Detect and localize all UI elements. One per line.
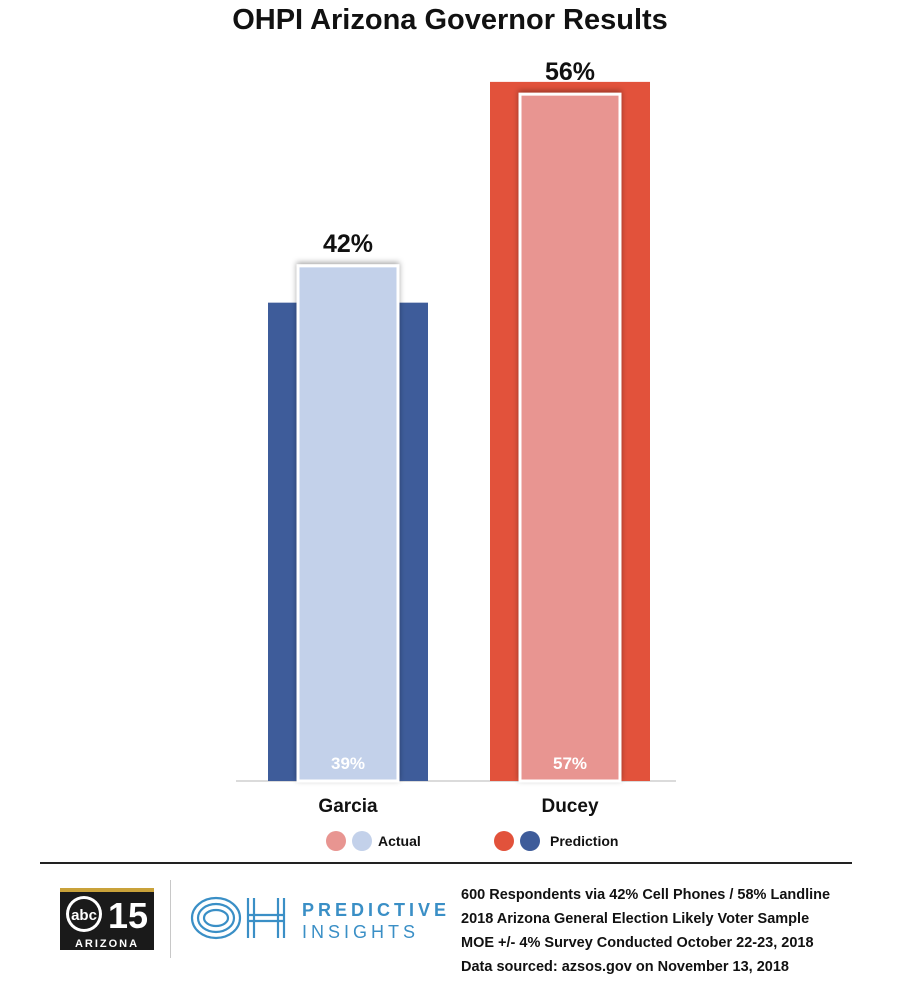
bar-actual-ducey	[518, 92, 622, 783]
data-label-actual-ducey: 56%	[545, 58, 595, 86]
note-line: 600 Respondents via 42% Cell Phones / 58…	[461, 887, 831, 903]
predictive-insights-logo-mark	[190, 896, 286, 940]
category-label-ducey: Ducey	[541, 796, 598, 817]
legend-prediction: Prediction	[494, 830, 618, 852]
abc-logo-number: 15	[108, 895, 148, 936]
chart-title: OHPI Arizona Governor Results	[232, 4, 668, 36]
legend-prediction-label: Prediction	[550, 833, 619, 849]
legend-prediction-dot-red	[494, 831, 514, 851]
abc-logo-text: abc	[71, 907, 97, 924]
legend-actual: Actual	[326, 830, 421, 852]
legend-actual-dot-blue	[352, 831, 372, 851]
note-line: MOE +/- 4% Survey Conducted October 22-2…	[461, 935, 814, 951]
data-label-prediction-garcia: 39%	[331, 754, 365, 773]
footer-divider	[40, 862, 852, 864]
survey-notes: 600 Respondents via 42% Cell Phones / 58…	[461, 883, 830, 979]
predictive-insights-wordmark: PREDICTIVE INSIGHTS	[302, 899, 450, 943]
abc15-arizona-logo: abc 15 ARIZONA	[60, 888, 154, 950]
abc-logo-region: ARIZONA	[75, 938, 139, 950]
logo-separator	[170, 880, 171, 958]
bar-chart: 42% 39% Garcia 56% 57% Ducey	[236, 58, 676, 817]
bar-actual-garcia	[296, 264, 400, 783]
legend-actual-dot-red	[326, 831, 346, 851]
note-line: 2018 Arizona General Election Likely Vot…	[461, 911, 810, 927]
data-label-prediction-ducey: 57%	[553, 754, 587, 773]
legend-prediction-dot-blue	[520, 831, 540, 851]
note-line: Data sourced: azsos.gov on November 13, …	[461, 959, 789, 975]
category-label-garcia: Garcia	[318, 796, 378, 817]
data-label-actual-garcia: 42%	[323, 230, 373, 258]
ph-wordmark-line2: INSIGHTS	[302, 922, 420, 942]
ph-wordmark-line1: PREDICTIVE	[302, 900, 451, 920]
legend-actual-label: Actual	[378, 833, 421, 849]
